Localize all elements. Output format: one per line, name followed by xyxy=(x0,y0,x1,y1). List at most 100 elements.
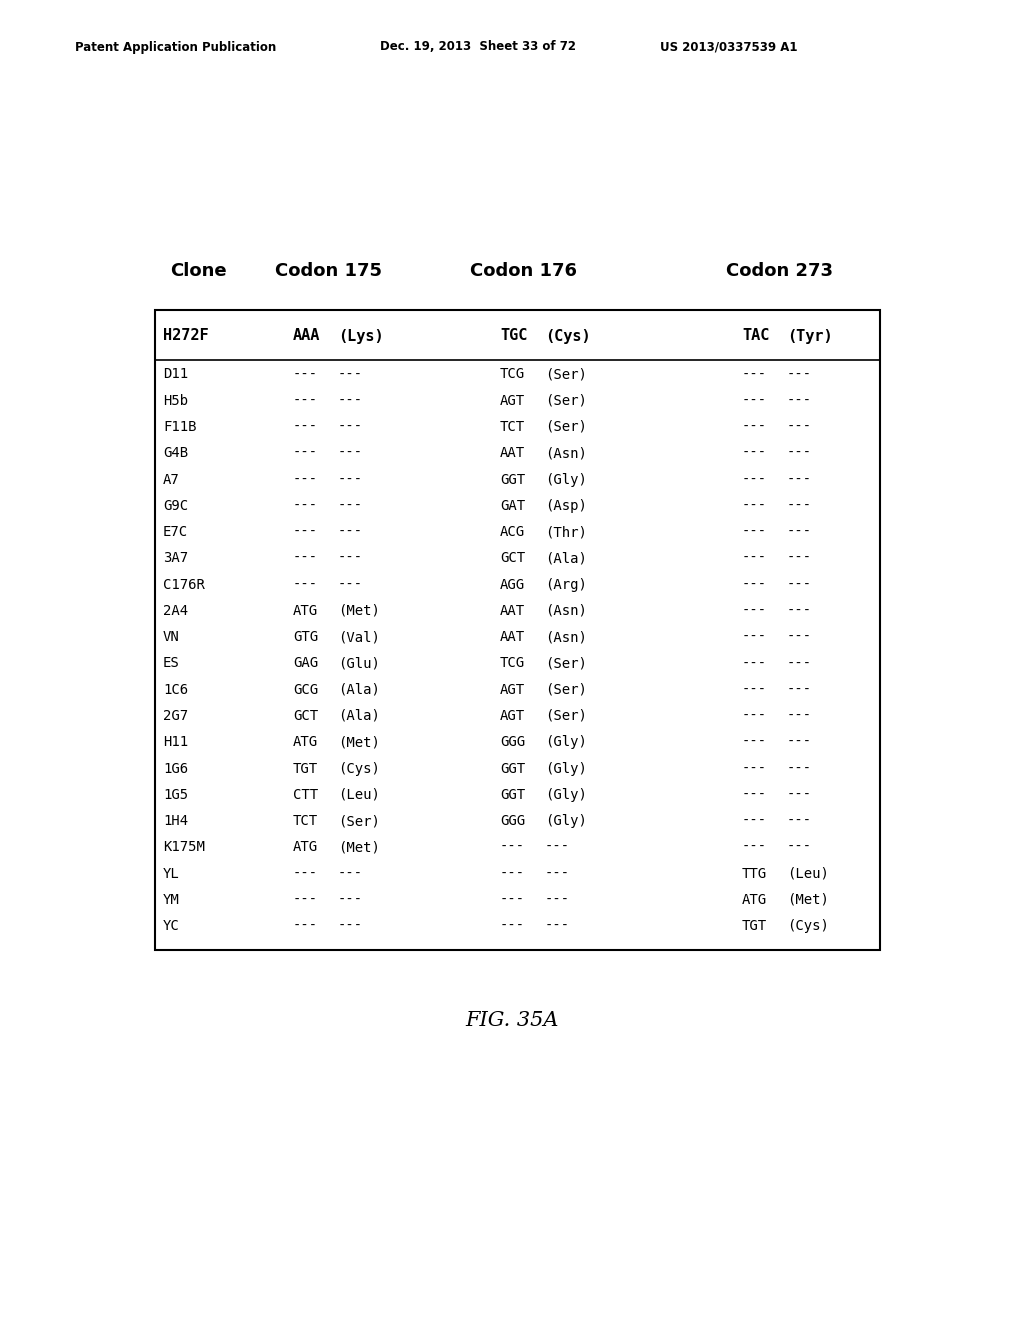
Text: (Asn): (Asn) xyxy=(545,446,587,461)
Text: (Gly): (Gly) xyxy=(545,814,587,828)
Text: ---: --- xyxy=(293,499,318,512)
Text: YL: YL xyxy=(163,867,180,880)
Text: ---: --- xyxy=(742,656,767,671)
Text: ---: --- xyxy=(338,578,364,591)
Text: ---: --- xyxy=(742,814,767,828)
Text: TAC: TAC xyxy=(742,329,769,343)
Text: ATG: ATG xyxy=(293,735,318,750)
Text: Codon 176: Codon 176 xyxy=(470,261,577,280)
Text: (Ser): (Ser) xyxy=(545,420,587,434)
Text: ---: --- xyxy=(787,525,812,539)
Text: ---: --- xyxy=(787,788,812,801)
Text: ---: --- xyxy=(293,446,318,461)
Text: (Asn): (Asn) xyxy=(545,605,587,618)
Text: ---: --- xyxy=(787,682,812,697)
Text: G9C: G9C xyxy=(163,499,188,512)
Text: US 2013/0337539 A1: US 2013/0337539 A1 xyxy=(660,41,798,54)
Text: ---: --- xyxy=(742,788,767,801)
Text: GGT: GGT xyxy=(500,788,525,801)
Text: ---: --- xyxy=(787,552,812,565)
Text: TGT: TGT xyxy=(742,919,767,933)
Text: F11B: F11B xyxy=(163,420,197,434)
Text: ---: --- xyxy=(787,709,812,723)
Text: H11: H11 xyxy=(163,735,188,750)
Text: (Lys): (Lys) xyxy=(338,329,384,343)
Text: (Asn): (Asn) xyxy=(545,630,587,644)
Text: 1G5: 1G5 xyxy=(163,788,188,801)
Text: YC: YC xyxy=(163,919,180,933)
Text: ---: --- xyxy=(742,552,767,565)
Text: ---: --- xyxy=(293,473,318,487)
Text: TTG: TTG xyxy=(742,867,767,880)
Text: (Met): (Met) xyxy=(338,841,380,854)
Text: TCT: TCT xyxy=(500,420,525,434)
Text: AGT: AGT xyxy=(500,682,525,697)
Text: (Asp): (Asp) xyxy=(545,499,587,512)
Text: ---: --- xyxy=(293,367,318,381)
Text: YM: YM xyxy=(163,892,180,907)
Text: (Ser): (Ser) xyxy=(545,656,587,671)
Text: ---: --- xyxy=(787,814,812,828)
Text: ACG: ACG xyxy=(500,525,525,539)
Text: ---: --- xyxy=(293,892,318,907)
Text: ---: --- xyxy=(545,919,570,933)
Text: ---: --- xyxy=(293,393,318,408)
Text: GCT: GCT xyxy=(293,709,318,723)
Text: AGT: AGT xyxy=(500,709,525,723)
Text: AAT: AAT xyxy=(500,605,525,618)
Text: (Leu): (Leu) xyxy=(338,788,380,801)
Text: ---: --- xyxy=(338,420,364,434)
Text: (Cys): (Cys) xyxy=(545,329,591,343)
Text: Codon 273: Codon 273 xyxy=(726,261,833,280)
Text: GAG: GAG xyxy=(293,656,318,671)
Text: A7: A7 xyxy=(163,473,180,487)
Text: (Gly): (Gly) xyxy=(545,735,587,750)
Text: ---: --- xyxy=(293,867,318,880)
Text: ---: --- xyxy=(500,892,525,907)
Text: ATG: ATG xyxy=(742,892,767,907)
Text: ---: --- xyxy=(787,735,812,750)
Text: (Arg): (Arg) xyxy=(545,578,587,591)
Text: K175M: K175M xyxy=(163,841,205,854)
Text: 1H4: 1H4 xyxy=(163,814,188,828)
Text: Codon 175: Codon 175 xyxy=(275,261,382,280)
Text: ---: --- xyxy=(338,393,364,408)
Text: 2G7: 2G7 xyxy=(163,709,188,723)
Text: ---: --- xyxy=(787,473,812,487)
Text: (Tyr): (Tyr) xyxy=(787,329,833,343)
Text: ---: --- xyxy=(742,420,767,434)
Text: ---: --- xyxy=(787,420,812,434)
Text: ---: --- xyxy=(545,867,570,880)
Text: (Val): (Val) xyxy=(338,630,380,644)
Text: ---: --- xyxy=(742,446,767,461)
Text: ---: --- xyxy=(787,656,812,671)
Text: AAT: AAT xyxy=(500,446,525,461)
Text: ---: --- xyxy=(787,499,812,512)
Text: ATG: ATG xyxy=(293,605,318,618)
Text: (Met): (Met) xyxy=(787,892,828,907)
Text: ---: --- xyxy=(338,367,364,381)
Text: (Gly): (Gly) xyxy=(545,762,587,776)
Text: (Ser): (Ser) xyxy=(545,367,587,381)
Text: GGT: GGT xyxy=(500,473,525,487)
Text: ---: --- xyxy=(742,682,767,697)
Text: (Leu): (Leu) xyxy=(787,867,828,880)
Text: ES: ES xyxy=(163,656,180,671)
Text: AAT: AAT xyxy=(500,630,525,644)
Text: TCG: TCG xyxy=(500,656,525,671)
Text: ---: --- xyxy=(787,446,812,461)
Text: (Ser): (Ser) xyxy=(545,709,587,723)
Text: (Met): (Met) xyxy=(338,735,380,750)
Text: TGT: TGT xyxy=(293,762,318,776)
Text: ---: --- xyxy=(545,841,570,854)
Text: TGC: TGC xyxy=(500,329,527,343)
Text: ---: --- xyxy=(338,867,364,880)
Text: ---: --- xyxy=(787,841,812,854)
Text: Clone: Clone xyxy=(170,261,226,280)
Text: ---: --- xyxy=(787,762,812,776)
Text: (Ser): (Ser) xyxy=(338,814,380,828)
Text: H5b: H5b xyxy=(163,393,188,408)
Text: ---: --- xyxy=(338,919,364,933)
Text: GCG: GCG xyxy=(293,682,318,697)
Text: (Met): (Met) xyxy=(338,605,380,618)
